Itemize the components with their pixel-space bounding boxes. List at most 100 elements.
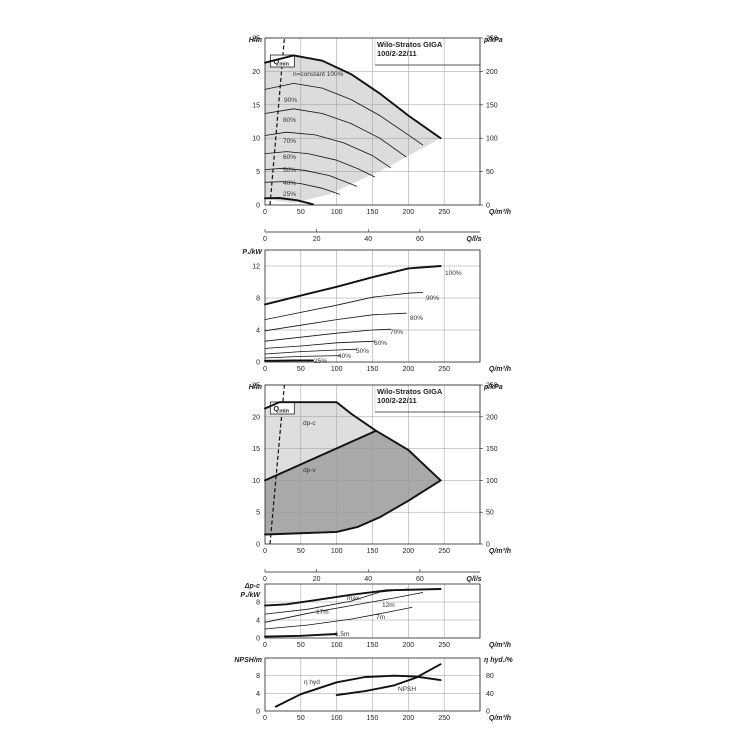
right-tick-label: 200 <box>486 69 498 76</box>
series-line-4 <box>264 151 376 178</box>
series-label: 7m <box>376 614 385 621</box>
series-line-3 <box>264 131 391 169</box>
series-line-4 <box>264 633 338 638</box>
right-tick-label: 50 <box>486 169 494 176</box>
y-tick-label: 10 <box>252 136 260 143</box>
y-tick-label: 0 <box>256 636 260 643</box>
plot-frame <box>264 657 481 712</box>
series-line-6 <box>264 181 340 195</box>
series-line-2 <box>264 479 442 536</box>
chart-head-dp: 0 50 100 150 200 250 Q/m³/h0510152025H/m050100… <box>249 383 511 584</box>
series-label: 1.5m <box>335 631 349 638</box>
plot-frame <box>264 37 481 206</box>
x-tick-label: 100 <box>331 715 343 722</box>
series-line-1 <box>264 588 409 615</box>
series-label: 25% <box>314 358 327 365</box>
series-line-1 <box>335 663 442 697</box>
y-tick-label: 5 <box>256 169 260 176</box>
y-tick-label: 20 <box>252 69 260 76</box>
x-tick-label: 200 <box>402 366 414 373</box>
series-line-0 <box>264 265 442 306</box>
series-line-0 <box>274 674 442 708</box>
x-tick-label: 0 <box>263 642 267 649</box>
secondary-tick-label: 40 <box>364 576 372 583</box>
x-tick-label: 100 <box>331 548 343 555</box>
series-label: 40% <box>338 353 351 360</box>
secondary-tick-label: 20 <box>313 576 321 583</box>
series-line-1 <box>264 429 378 482</box>
series-label: 80% <box>283 117 296 124</box>
series-label: 100% <box>445 270 462 277</box>
series-line-2 <box>264 312 407 332</box>
right-axis-title: p/kPa <box>483 37 503 44</box>
x-axis-title: Q/m³/h <box>489 209 511 216</box>
series-label: 60% <box>374 340 387 347</box>
series-label: 60% <box>283 154 296 161</box>
right-tick-label: 0 <box>486 709 490 716</box>
x-tick-label: 250 <box>438 548 450 555</box>
x-tick-label: 100 <box>331 209 343 216</box>
y-tick-label: 4 <box>256 618 260 625</box>
x-tick-label: 250 <box>438 209 450 216</box>
series-label: 25% <box>283 191 296 198</box>
right-tick-label: 100 <box>486 136 498 143</box>
series-line-7 <box>264 197 314 206</box>
y-tick-label: 4 <box>256 691 260 698</box>
x-tick-label: 200 <box>402 548 414 555</box>
y-tick-label: 4 <box>256 328 260 335</box>
series-label: 90% <box>284 97 297 104</box>
series-line-3 <box>264 328 391 342</box>
operating-region <box>265 55 441 204</box>
x-tick-label: 150 <box>367 366 379 373</box>
x-tick-label: 200 <box>402 642 414 649</box>
series-line-2 <box>264 592 424 623</box>
y-tick-label: 15 <box>252 102 260 109</box>
x-tick-label: 0 <box>263 715 267 722</box>
right-tick-label: 80 <box>486 673 494 680</box>
series-line-3 <box>264 607 413 630</box>
series-label: 70% <box>390 329 403 336</box>
y-tick-label: 25 <box>252 383 260 390</box>
y-tick-label: 8 <box>256 296 260 303</box>
series-label: max. <box>347 595 361 602</box>
series-label: 40% <box>283 180 296 187</box>
right-tick-label: 0 <box>486 203 490 210</box>
series-line-1 <box>264 291 424 321</box>
x-tick-label: 150 <box>367 642 379 649</box>
y-tick-label: 0 <box>256 360 260 367</box>
x-tick-label: 200 <box>402 209 414 216</box>
series-line-0 <box>264 401 442 482</box>
secondary-tick-label: 60 <box>416 236 424 243</box>
y-axis-title-top: Δp-c <box>244 583 260 590</box>
chart-power-dp: 0 50 100 150 200 250 Q/m³/h 0 4 8 Δp-c P₁/kW max. 17m… <box>240 583 511 649</box>
series-line-5 <box>264 348 358 355</box>
y-tick-label: 15 <box>252 446 260 453</box>
plot-frame <box>264 249 481 363</box>
right-tick-label: 250 <box>486 36 498 43</box>
x-tick-label: 250 <box>438 642 450 649</box>
x-tick-label: 250 <box>438 715 450 722</box>
y-tick-label: 25 <box>252 36 260 43</box>
series-line-4 <box>264 340 376 349</box>
y-axis-title: P₁/kW <box>242 249 263 256</box>
y-tick-label: 20 <box>252 414 260 421</box>
series-label: dp-v <box>303 467 316 474</box>
y-axis-title: H/m <box>249 384 262 391</box>
chart-title-line: 100/2-22/11 <box>377 49 417 58</box>
plot-frame <box>264 583 481 639</box>
secondary-axis-title: Q/l/s <box>466 576 481 583</box>
x-tick-label: 150 <box>367 209 379 216</box>
y-tick-label: 0 <box>256 542 260 549</box>
series-line-6 <box>264 355 340 359</box>
series-line-0 <box>264 54 442 140</box>
x-tick-label: 50 <box>297 715 305 722</box>
y-tick-label: 0 <box>256 203 260 210</box>
chart-head-speed: 0 50 100 150 200 250 Q/m³/h0510152025H/m050100… <box>249 36 511 244</box>
series-line-1 <box>264 83 424 146</box>
series-label: dp-c <box>303 420 316 427</box>
x-tick-label: 100 <box>331 642 343 649</box>
right-axis-title: η hyd./% <box>484 657 514 664</box>
y-tick-label: 10 <box>252 478 260 485</box>
